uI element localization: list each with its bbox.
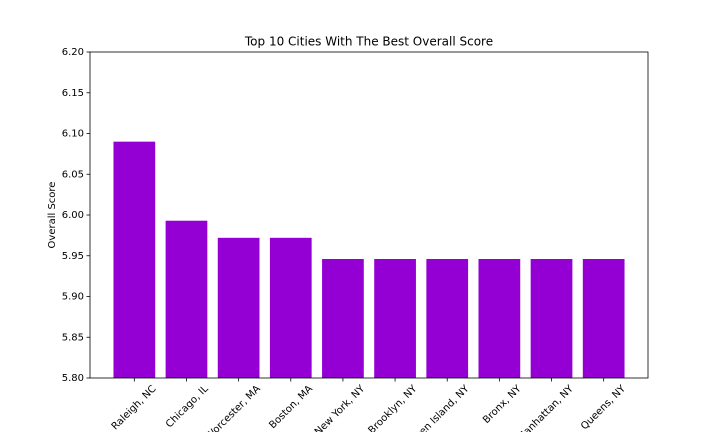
y-axis-label: Overall Score [47,182,58,249]
bar [478,259,521,378]
x-tick-label: Boston, MA [267,383,315,431]
y-tick-label: 6.00 [62,210,84,221]
plot-frame [89,51,649,379]
bar [530,259,573,378]
x-tick-label: Manhattan, NY [516,383,577,432]
y-tick-label: 6.10 [62,129,84,140]
bar [322,259,364,378]
x-tick-label: Worcester, MA [204,383,263,432]
y-tick-label: 6.05 [62,169,84,180]
x-tick-label: Brooklyn, NY [366,383,419,432]
bar [269,237,312,378]
y-tick-label: 5.80 [62,373,84,384]
chart-title: Top 10 Cities With The Best Overall Scor… [244,35,493,49]
x-tick-label: Chicago, IL [164,383,211,430]
bar [582,259,625,378]
bar [374,259,416,378]
bar [426,259,469,378]
y-tick-label: 5.85 [62,332,84,343]
x-tick-label: Bronx, NY [481,383,524,426]
x-tick-label: New York, NY [313,383,368,432]
x-tick-label: Queens, NY [579,383,628,432]
x-tick-label: Raleigh, NC [110,383,159,432]
y-tick-label: 6.20 [62,47,84,58]
y-tick-label: 5.90 [62,292,84,303]
bar [113,141,156,378]
bar [217,237,260,378]
y-tick-label: 5.95 [62,251,84,262]
bar [165,220,208,378]
y-tick-label: 6.15 [62,88,84,99]
